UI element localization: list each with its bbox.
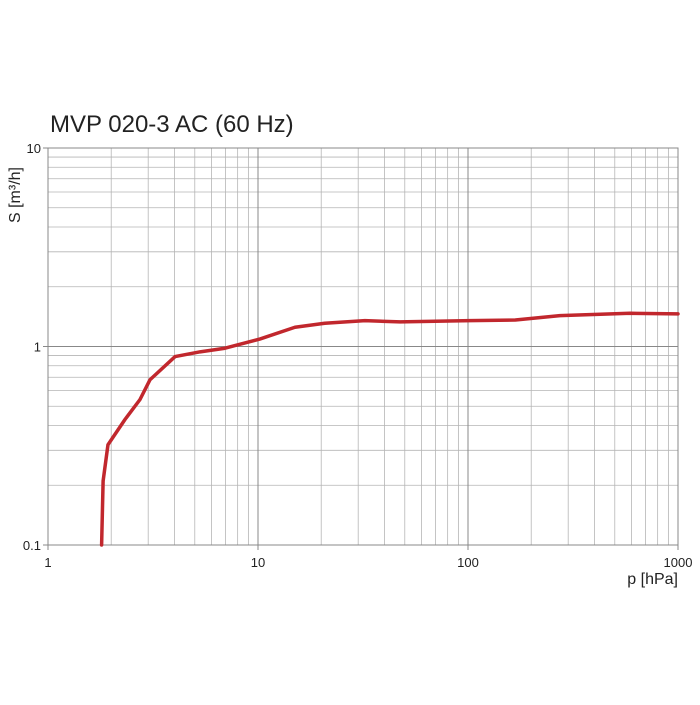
y-tick-label: 0.1: [23, 538, 41, 553]
plot-border: [47, 147, 679, 546]
x-tick-label: 100: [457, 555, 479, 570]
x-tick-label: 1: [44, 555, 51, 570]
x-tick-label: 10: [251, 555, 265, 570]
chart-title: MVP 020-3 AC (60 Hz): [50, 111, 294, 138]
y-axis-label: S [m³/h]: [7, 167, 24, 223]
data-line: [99, 311, 680, 547]
y-tick-label: 1: [34, 340, 41, 355]
x-axis-label: p [hPa]: [627, 571, 678, 588]
x-tick-label: 1000: [664, 555, 693, 570]
y-tick-label: 10: [27, 141, 41, 156]
